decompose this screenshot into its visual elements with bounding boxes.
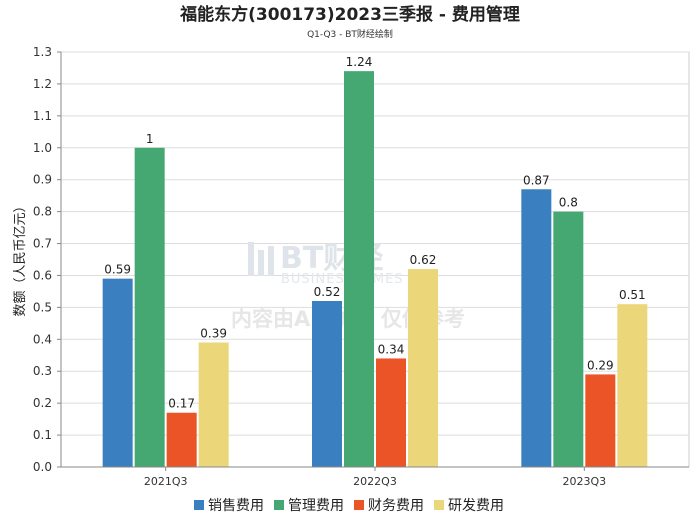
- watermark-logo-bar: [248, 242, 254, 276]
- bar-财务费用: [376, 358, 406, 467]
- y-tick-label: 0.0: [33, 460, 52, 474]
- chart-subtitle: Q1-Q3 - BT财经绘制: [307, 28, 393, 40]
- bar-管理费用: [553, 211, 584, 467]
- plot-area: [60, 51, 690, 468]
- watermark-logo-bar: [268, 246, 274, 276]
- data-label: 0.51: [619, 288, 646, 302]
- legend-swatch: [434, 500, 444, 510]
- bar-财务费用: [166, 412, 197, 467]
- y-tick-label: 1.1: [33, 109, 52, 123]
- y-tick-label: 0.9: [33, 173, 52, 187]
- chart-title: 福能东方(300173)2023三季报 - 费用管理: [179, 4, 520, 25]
- data-label: 0.62: [410, 253, 437, 267]
- x-tick-label: 2021Q3: [144, 475, 188, 488]
- y-tick-label: 0.1: [33, 428, 52, 442]
- data-label: 1.24: [346, 55, 373, 69]
- y-tick-label: 0.3: [33, 364, 52, 378]
- bar-销售费用: [521, 189, 552, 467]
- bar-销售费用: [102, 278, 133, 467]
- data-label: 0.59: [104, 263, 131, 277]
- legend-swatch: [354, 500, 364, 510]
- x-tick-label: 2023Q3: [563, 475, 607, 488]
- data-label: 0.34: [378, 342, 405, 356]
- legend-label: 管理费用: [288, 498, 344, 514]
- y-tick-label: 0.8: [33, 205, 52, 219]
- y-tick-label: 1.2: [33, 77, 52, 91]
- watermark-brand-en: BUSINESS TIMES: [281, 272, 404, 287]
- legend-swatch: [194, 500, 204, 510]
- bar-研发费用: [617, 304, 648, 467]
- y-tick-label: 0.6: [33, 268, 52, 282]
- bar-管理费用: [344, 71, 374, 468]
- legend-swatch: [274, 500, 284, 510]
- y-axis-label: 数额（人民币亿元）: [13, 199, 28, 316]
- y-tick-label: 1.0: [33, 141, 52, 155]
- legend-label: 销售费用: [208, 498, 264, 514]
- bar-销售费用: [312, 301, 342, 467]
- data-label: 0.39: [200, 327, 227, 341]
- legend: 销售费用 管理费用 财务费用 研发费用: [194, 498, 504, 514]
- data-label: 0.8: [559, 196, 578, 210]
- data-label: 0.29: [587, 358, 614, 372]
- data-label: 0.52: [314, 285, 341, 299]
- x-tick-label: 2022Q3: [353, 475, 397, 488]
- y-tick-label: 1.3: [33, 45, 52, 59]
- legend-label: 研发费用: [448, 498, 504, 514]
- y-tick-label: 0.2: [33, 396, 52, 410]
- axes: 0.0 0.1 0.2 0.3 0.4 0.5 0.6 0.7 0.8 0.9 1.0 1.1 1.2 1…: [33, 45, 689, 488]
- bar-研发费用: [198, 342, 229, 467]
- legend-label: 财务费用: [368, 498, 424, 514]
- y-tick-label: 0.5: [33, 300, 52, 314]
- bar-管理费用: [134, 147, 165, 467]
- bars: 0.59 1 0.17 0.39 0.52 1.24 0.34 0.62 0.87 0.8 0.29…: [102, 55, 648, 468]
- gridlines: [60, 51, 690, 468]
- bar-财务费用: [585, 374, 616, 467]
- watermark-logo-bar: [258, 250, 264, 276]
- y-tick-label: 0.4: [33, 332, 52, 346]
- bar-研发费用: [408, 269, 438, 467]
- data-label: 0.17: [168, 397, 195, 411]
- y-tick-label: 0.7: [33, 237, 52, 251]
- data-label: 1: [146, 132, 154, 146]
- data-label: 0.87: [523, 173, 550, 187]
